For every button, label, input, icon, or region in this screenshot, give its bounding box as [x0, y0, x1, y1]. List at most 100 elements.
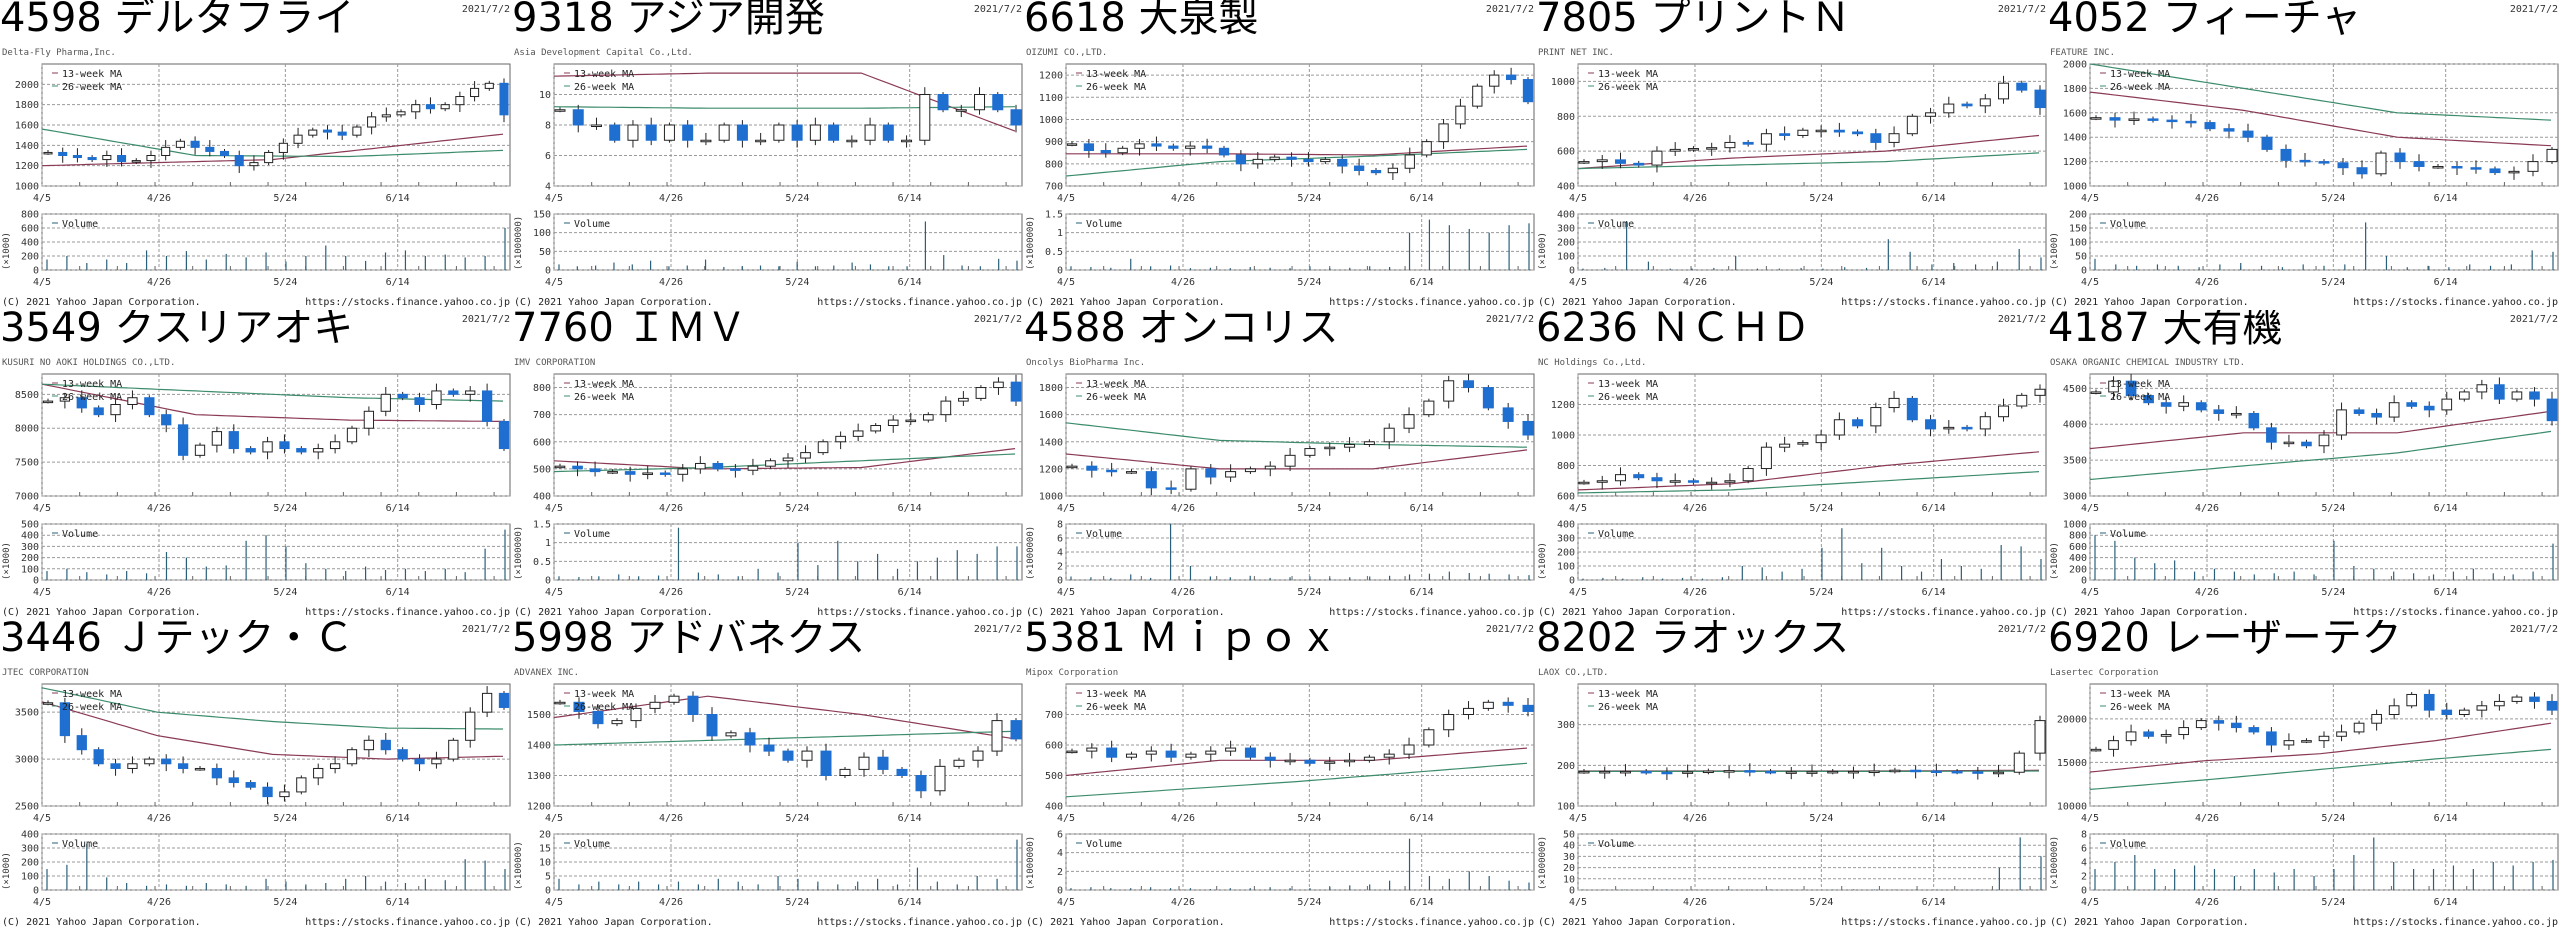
candlestick — [2195, 400, 2207, 413]
legend-ma26: 26-week MA — [1598, 82, 1658, 93]
candle-body-up — [1117, 147, 1128, 154]
candle-body-up — [2178, 727, 2190, 736]
candle-body-up — [249, 162, 259, 167]
y-tick-label: 10000 — [2057, 802, 2087, 813]
candlestick — [896, 766, 908, 778]
x-tick-label: 6/14 — [386, 277, 410, 288]
candle-body-down — [2109, 117, 2121, 121]
legend-ma26: 26-week MA — [62, 82, 122, 93]
source-link[interactable]: https://stocks.finance.yahoo.co.jp — [817, 607, 1022, 618]
candle-body-down — [1205, 468, 1217, 478]
candle-body-down — [1010, 720, 1022, 740]
y-tick-label: 1000 — [1039, 492, 1063, 503]
candle-body-down — [2213, 409, 2225, 414]
y-tick-label: 3000 — [2063, 492, 2087, 503]
source-link[interactable]: https://stocks.finance.yahoo.co.jp — [305, 917, 510, 928]
candle-body-up — [958, 397, 969, 402]
chart-date: 2021/7/2 — [1998, 314, 2046, 325]
candlestick — [870, 423, 882, 434]
candlestick — [2356, 160, 2368, 179]
candle-body-down — [1742, 141, 1754, 145]
legend-volume: Volume — [1598, 839, 1634, 850]
x-tick-label: 5/24 — [273, 587, 297, 598]
source-link[interactable]: https://stocks.finance.yahoo.co.jp — [817, 297, 1022, 308]
source-link[interactable]: https://stocks.finance.yahoo.co.jp — [1841, 917, 2046, 928]
source-link[interactable]: https://stocks.finance.yahoo.co.jp — [1329, 607, 1534, 618]
candlestick — [2508, 166, 2520, 180]
candlestick — [1117, 145, 1128, 156]
volume-tick-label: 2 — [1057, 562, 1063, 573]
volume-tick-label: 40 — [1563, 841, 1575, 852]
candle-body-up — [455, 96, 465, 106]
x-tick-label: 4/5 — [1569, 587, 1587, 598]
candlestick — [2261, 134, 2273, 152]
candlestick — [915, 770, 927, 799]
candlestick — [1742, 139, 1754, 147]
stock-chart: 400 500 600 700 800 0 0.5 1 1.5 4/5 4/5 4/26 4/26 5/2… — [514, 314, 1023, 618]
ma26-line — [2089, 748, 2552, 790]
candlestick — [800, 445, 811, 463]
stock-title: 5998 アドバネクス — [512, 620, 866, 661]
stock-chart-panel: 1000 1200 1400 1600 1800 2000 0 200 400 600 800 4/5… — [0, 0, 512, 310]
candlestick — [1463, 374, 1475, 393]
stock-title: 4187 大有機 — [2048, 310, 2283, 351]
candle-body-down — [1370, 169, 1382, 174]
candle-body-up — [1363, 441, 1375, 445]
source-link[interactable]: https://stocks.finance.yahoo.co.jp — [1329, 297, 1534, 308]
candlestick — [127, 390, 138, 410]
source-link[interactable]: https://stocks.finance.yahoo.co.jp — [2353, 297, 2558, 308]
source-link[interactable]: https://stocks.finance.yahoo.co.jp — [1841, 607, 2046, 618]
source-link[interactable]: https://stocks.finance.yahoo.co.jp — [305, 607, 510, 618]
volume-tick-label: 0.5 — [533, 557, 551, 568]
copyright-text: (C) 2021 Yahoo Japan Corporation. — [2, 917, 201, 928]
candlestick — [1066, 748, 1078, 754]
candle-body-down — [1687, 480, 1699, 483]
candlestick — [110, 758, 121, 776]
candle-body-up — [313, 448, 324, 453]
candlestick — [363, 735, 375, 758]
candle-body-up — [1185, 468, 1197, 490]
candlestick — [296, 446, 307, 455]
candlestick — [1669, 142, 1681, 157]
candlestick — [1522, 77, 1534, 105]
x-tick-label: 4/26 — [147, 813, 171, 824]
candlestick — [363, 406, 375, 436]
candlestick — [609, 122, 621, 143]
candle-body-down — [414, 758, 425, 765]
source-link[interactable]: https://stocks.finance.yahoo.co.jp — [2353, 917, 2558, 928]
candle-body-up — [352, 126, 362, 136]
candle-body-up — [278, 142, 288, 153]
y-tick-label: 7500 — [15, 458, 39, 469]
source-link[interactable]: https://stocks.finance.yahoo.co.jp — [1841, 297, 2046, 308]
candle-body-up — [1403, 414, 1415, 429]
candle-body-up — [1403, 744, 1415, 755]
candle-body-up — [131, 160, 141, 163]
candle-body-down — [2016, 82, 2028, 91]
candlestick — [2451, 161, 2463, 176]
x-tick-label: 6/14 — [1410, 897, 1434, 908]
candle-body-down — [1244, 747, 1256, 758]
x-tick-label: 4/5 — [1057, 193, 1075, 204]
candlestick — [352, 124, 362, 138]
candle-body-down — [992, 94, 1004, 111]
volume-unit-label: (×1000) — [2, 852, 12, 890]
candle-body-up — [293, 134, 303, 144]
candlestick — [2529, 387, 2540, 407]
x-tick-label: 6/14 — [1410, 193, 1434, 204]
candlestick — [481, 686, 493, 718]
source-link[interactable]: https://stocks.finance.yahoo.co.jp — [2353, 607, 2558, 618]
y-tick-label: 1000 — [1551, 431, 1575, 442]
candle-body-up — [974, 94, 986, 111]
candlestick — [649, 694, 661, 714]
candlestick — [1687, 146, 1699, 152]
candlestick — [1244, 745, 1256, 760]
candle-body-down — [481, 390, 493, 422]
legend-ma13: 13-week MA — [2110, 69, 2170, 80]
candlestick — [940, 396, 952, 422]
volume-tick-label: 15 — [539, 844, 551, 855]
candle-body-up — [1244, 468, 1256, 473]
source-link[interactable]: https://stocks.finance.yahoo.co.jp — [305, 297, 510, 308]
candlestick — [1252, 152, 1263, 169]
source-link[interactable]: https://stocks.finance.yahoo.co.jp — [817, 917, 1022, 928]
source-link[interactable]: https://stocks.finance.yahoo.co.jp — [1329, 917, 1534, 928]
